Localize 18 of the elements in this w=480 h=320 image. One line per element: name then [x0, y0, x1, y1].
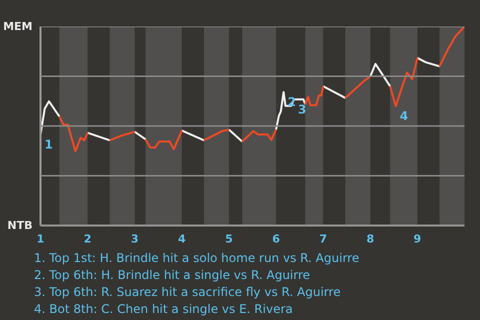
x-tick-label: 3: [130, 232, 139, 246]
x-tick-label: 2: [84, 232, 92, 246]
text: 1. Top 1st: H. Brindle hit a solo home run vs R. Aguirre: [34, 251, 360, 265]
text: 3. Top 6th: R. Suarez hit a sacrifice fly vs R. Aguirre: [34, 285, 341, 299]
x-tick-label: 7: [319, 232, 327, 246]
x-tick-label: 5: [225, 232, 233, 246]
x-tick-label: 1: [36, 232, 44, 246]
annotation: 4: [400, 109, 408, 124]
annotation: 1: [44, 138, 53, 152]
x-tick-label: 8: [366, 232, 374, 246]
x-tick-label: 4: [178, 232, 186, 246]
ref-line-label: NTB: [7, 219, 32, 232]
x-tick-label: 9: [414, 232, 422, 246]
x-tick-label: 6: [272, 232, 280, 246]
text: 2. Top 6th: H. Brindle hit a single vs R. Aguirre: [34, 268, 310, 282]
text: 4. Bot 8th: C. Chen hit a single vs E. Rivera: [34, 302, 293, 316]
ref-line-label: MEM: [3, 20, 33, 33]
annotation: 3: [298, 102, 306, 116]
